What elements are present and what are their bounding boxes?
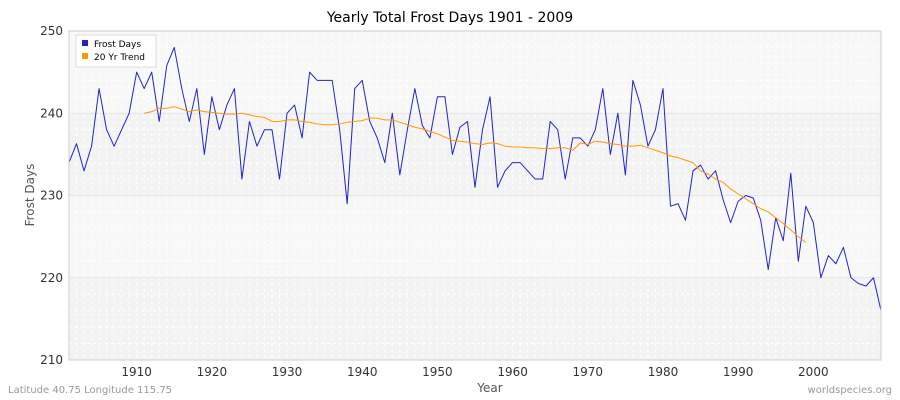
- y-tick-label: 220: [40, 271, 63, 285]
- series-layer: [68, 46, 882, 311]
- x-axis-ticks: 1910 1920 1930 1940 1950 1960 1970 1980 1990 2000: [121, 365, 828, 379]
- grid-lines: [68, 30, 882, 361]
- x-tick-label: 1920: [197, 365, 228, 379]
- footer-location: Latitude 40.75 Longitude 115.75: [8, 385, 172, 396]
- x-tick-label: 1990: [723, 365, 754, 379]
- y-tick-label: 210: [40, 353, 63, 367]
- legend-box: [75, 34, 157, 68]
- series-line-frost-days: [68, 46, 882, 311]
- x-tick-label: 1970: [573, 365, 604, 379]
- legend-swatch-frost-days: [82, 40, 88, 46]
- x-tick-label: 1960: [497, 365, 528, 379]
- y-tick-label: 250: [40, 24, 63, 38]
- x-tick-label: 1910: [121, 365, 152, 379]
- legend-label-trend: 20 Yr Trend: [94, 53, 145, 63]
- y-tick-label: 230: [40, 189, 63, 203]
- x-tick-label: 1930: [272, 365, 303, 379]
- legend: Frost Days 20 Yr Trend: [75, 34, 157, 68]
- y-tick-label: 240: [40, 106, 63, 120]
- chart-title: Yearly Total Frost Days 1901 - 2009: [326, 10, 573, 26]
- series-line-20yr-trend: [144, 106, 807, 243]
- x-tick-label: 1980: [648, 365, 679, 379]
- legend-label-frost-days: Frost Days: [94, 40, 141, 50]
- x-tick-label: 1950: [422, 365, 453, 379]
- plot-border: [68, 30, 882, 361]
- x-tick-label: 1940: [347, 365, 378, 379]
- y-axis-title: Frost Days: [23, 164, 37, 227]
- x-tick-label: 2000: [798, 365, 829, 379]
- legend-swatch-trend: [82, 53, 88, 59]
- y-axis-ticks: 210 220 230 240 250: [40, 24, 63, 367]
- x-axis-title: Year: [476, 381, 502, 395]
- footer-source: worldspecies.org: [808, 385, 892, 396]
